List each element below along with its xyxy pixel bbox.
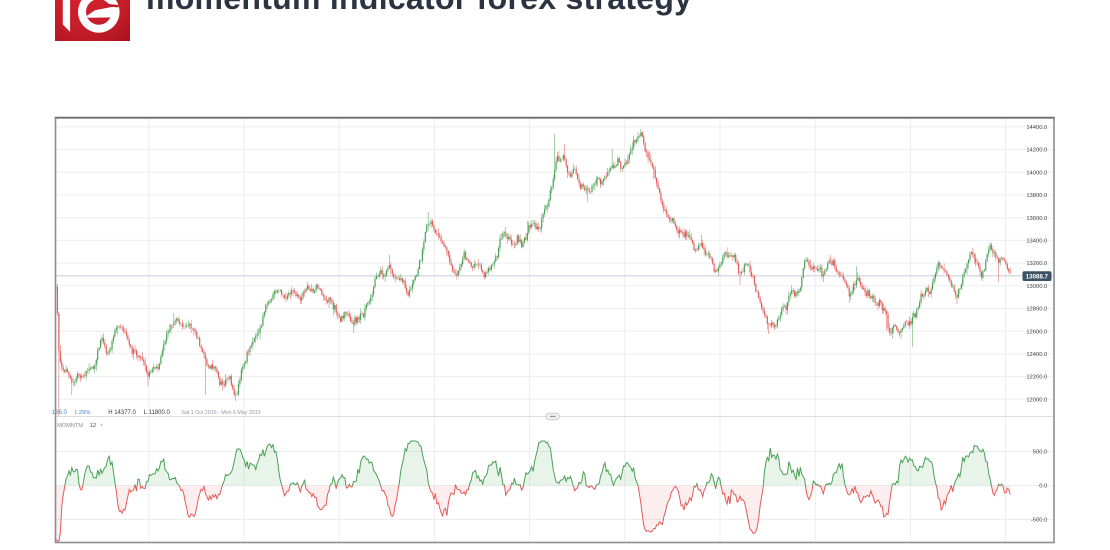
svg-text:1.29%: 1.29% <box>74 410 90 416</box>
svg-text:×: × <box>100 423 104 429</box>
svg-text:13000.0: 13000.0 <box>1026 284 1047 290</box>
svg-text:H 14377.0: H 14377.0 <box>108 410 136 416</box>
svg-text:13600.0: 13600.0 <box>1026 216 1047 222</box>
svg-text:14000.0: 14000.0 <box>1026 170 1047 176</box>
svg-text:MOMNTM: MOMNTM <box>57 423 83 429</box>
svg-text:12800.0: 12800.0 <box>1026 307 1047 313</box>
svg-text:Sat 1 Oct 2016 - Mon 6 May 201: Sat 1 Oct 2016 - Mon 6 May 2019 <box>181 410 260 416</box>
svg-text:L 11800.0: L 11800.0 <box>144 410 171 416</box>
svg-text:166.0: 166.0 <box>52 410 68 416</box>
svg-text:12: 12 <box>90 423 96 429</box>
svg-text:12400.0: 12400.0 <box>1026 352 1047 358</box>
svg-text:13800.0: 13800.0 <box>1026 193 1047 199</box>
svg-text:-500.0: -500.0 <box>1031 518 1047 524</box>
svg-text:12600.0: 12600.0 <box>1026 329 1047 335</box>
svg-text:12000.0: 12000.0 <box>1026 397 1047 403</box>
svg-text:500.0: 500.0 <box>1033 450 1048 456</box>
svg-text:13400.0: 13400.0 <box>1026 239 1047 245</box>
svg-text:13200.0: 13200.0 <box>1026 261 1047 267</box>
svg-text:13088.7: 13088.7 <box>1026 274 1049 281</box>
svg-text:14400.0: 14400.0 <box>1026 125 1047 131</box>
svg-text:0.0: 0.0 <box>1039 484 1047 490</box>
svg-text:12200.0: 12200.0 <box>1026 375 1047 381</box>
svg-text:14200.0: 14200.0 <box>1026 148 1047 154</box>
